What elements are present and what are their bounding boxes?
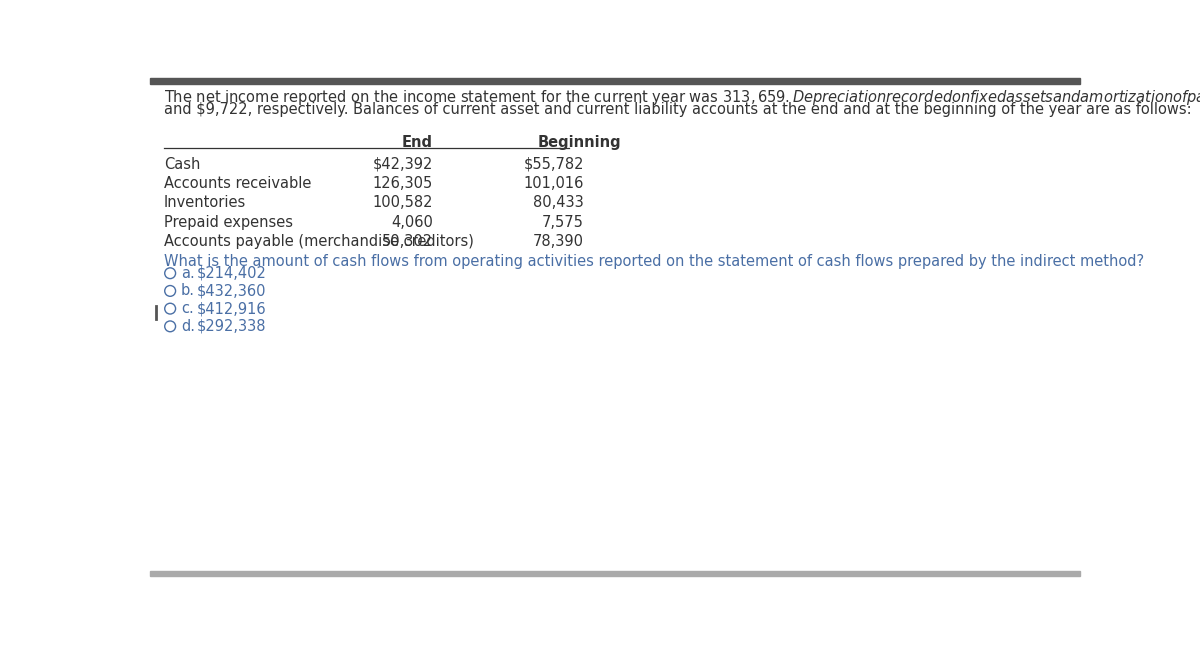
Text: $432,360: $432,360 [197, 283, 266, 298]
Text: $292,338: $292,338 [197, 319, 266, 334]
Text: 101,016: 101,016 [523, 176, 584, 192]
Text: Prepaid expenses: Prepaid expenses [164, 215, 293, 230]
Text: $55,782: $55,782 [523, 157, 584, 172]
Text: End: End [402, 135, 433, 150]
Text: 100,582: 100,582 [372, 195, 433, 210]
Bar [150, 78, 1080, 84]
Text: 80,433: 80,433 [533, 195, 584, 210]
Text: The net income reported on the income statement for the current year was $313,65: The net income reported on the income st… [164, 89, 1200, 107]
Text: 78,390: 78,390 [533, 234, 584, 249]
Text: What is the amount of cash flows from operating activities reported on the state: What is the amount of cash flows from op… [164, 254, 1144, 269]
Text: a.: a. [181, 266, 194, 281]
Text: $412,916: $412,916 [197, 301, 266, 316]
Text: 50,302: 50,302 [382, 234, 433, 249]
Text: Inventories: Inventories [164, 195, 246, 210]
Text: Beginning: Beginning [538, 135, 622, 150]
Text: b.: b. [181, 283, 194, 298]
Text: and $9,722, respectively. Balances of current asset and current liability accoun: and $9,722, respectively. Balances of cu… [164, 102, 1192, 117]
Text: Accounts receivable: Accounts receivable [164, 176, 311, 192]
Text: 7,575: 7,575 [542, 215, 584, 230]
Bar [150, 571, 1080, 576]
Text: 126,305: 126,305 [373, 176, 433, 192]
Text: 4,060: 4,060 [391, 215, 433, 230]
Text: c.: c. [181, 301, 193, 316]
Text: Accounts payable (merchandise creditors): Accounts payable (merchandise creditors) [164, 234, 474, 249]
Text: d.: d. [181, 319, 194, 334]
Text: $42,392: $42,392 [372, 157, 433, 172]
Text: Cash: Cash [164, 157, 200, 172]
Text: $214,402: $214,402 [197, 266, 266, 281]
